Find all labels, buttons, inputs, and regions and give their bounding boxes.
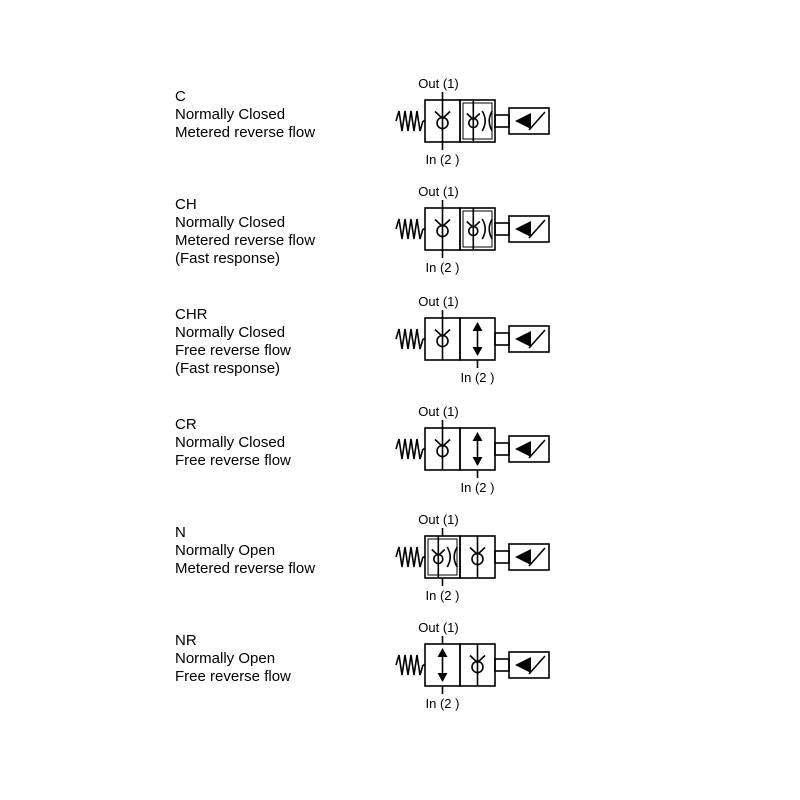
svg-text:In (2 ): In (2 ) [426, 588, 460, 603]
valve-label: CRNormally ClosedFree reverse flow [175, 416, 291, 470]
valve-code: CHR [175, 306, 291, 324]
valve-desc-line: Normally Open [175, 650, 291, 668]
svg-text:Out (1): Out (1) [418, 294, 458, 309]
valve-desc-line: (Fast response) [175, 360, 291, 378]
valve-desc-line: Metered reverse flow [175, 232, 315, 250]
valve-symbol: Out (1) In (2 ) [390, 288, 620, 388]
valve-label: NNormally OpenMetered reverse flow [175, 524, 315, 578]
svg-text:Out (1): Out (1) [418, 184, 458, 199]
svg-text:In (2 ): In (2 ) [426, 152, 460, 167]
valve-desc-line: (Fast response) [175, 250, 315, 268]
valve-symbol: Out (1) In (2 ) [390, 398, 620, 498]
valve-row-ch: CHNormally ClosedMetered reverse flow(Fa… [0, 178, 800, 284]
valve-desc-line: Free reverse flow [175, 342, 291, 360]
valve-label: CHRNormally ClosedFree reverse flow(Fast… [175, 306, 291, 378]
svg-text:In (2 ): In (2 ) [461, 370, 495, 385]
valve-desc-line: Free reverse flow [175, 668, 291, 686]
svg-text:Out (1): Out (1) [418, 620, 458, 635]
valve-code: C [175, 88, 315, 106]
valve-row-n: NNormally OpenMetered reverse flow Out (1… [0, 506, 800, 612]
svg-text:Out (1): Out (1) [418, 404, 458, 419]
valve-desc-line: Normally Open [175, 542, 315, 560]
valve-desc-line: Normally Closed [175, 324, 291, 342]
valve-label: CNormally ClosedMetered reverse flow [175, 88, 315, 142]
svg-text:In (2 ): In (2 ) [461, 480, 495, 495]
valve-desc-line: Metered reverse flow [175, 124, 315, 142]
valve-row-c: CNormally ClosedMetered reverse flow Out … [0, 70, 800, 176]
svg-text:In (2 ): In (2 ) [426, 260, 460, 275]
svg-text:Out (1): Out (1) [418, 76, 458, 91]
valve-code: CH [175, 196, 315, 214]
valve-code: N [175, 524, 315, 542]
valve-desc-line: Free reverse flow [175, 452, 291, 470]
valve-desc-line: Normally Closed [175, 106, 315, 124]
valve-symbol: Out (1) In (2 ) [390, 614, 620, 714]
valve-desc-line: Normally Closed [175, 214, 315, 232]
valve-desc-line: Metered reverse flow [175, 560, 315, 578]
valve-row-nr: NRNormally OpenFree reverse flow Out (1) I… [0, 614, 800, 720]
valve-code: NR [175, 632, 291, 650]
valve-code: CR [175, 416, 291, 434]
valve-symbol: Out (1) In (2 ) [390, 506, 620, 606]
valve-row-chr: CHRNormally ClosedFree reverse flow(Fast… [0, 288, 800, 394]
valve-row-cr: CRNormally ClosedFree reverse flow Out (1… [0, 398, 800, 504]
valve-symbol: Out (1) In (2 ) [390, 70, 620, 170]
valve-symbol: Out (1) In (2 ) [390, 178, 620, 278]
valve-symbol-table: CNormally ClosedMetered reverse flowOut … [0, 0, 800, 800]
svg-text:In (2 ): In (2 ) [426, 696, 460, 711]
valve-label: CHNormally ClosedMetered reverse flow(Fa… [175, 196, 315, 268]
svg-text:Out (1): Out (1) [418, 512, 458, 527]
valve-label: NRNormally OpenFree reverse flow [175, 632, 291, 686]
valve-desc-line: Normally Closed [175, 434, 291, 452]
